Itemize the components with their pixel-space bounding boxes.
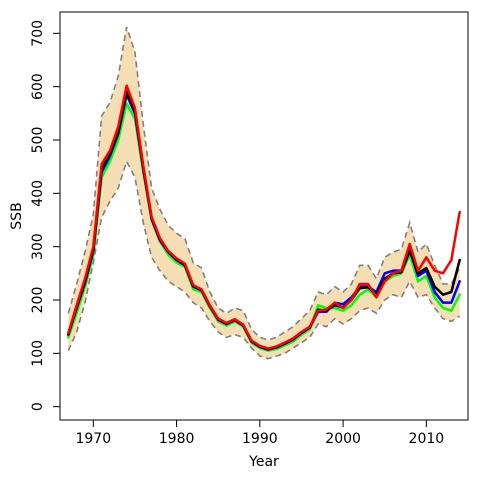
plot-frame <box>59 11 469 421</box>
y-axis-title: SSB <box>9 202 25 229</box>
series-lines <box>67 84 461 352</box>
series-line-4 <box>67 84 461 350</box>
x-tick-label: 2000 <box>325 431 361 447</box>
y-tick-label: 500 <box>30 127 46 154</box>
y-tick-label: 200 <box>30 287 46 314</box>
x-tick-label: 2010 <box>409 431 445 447</box>
x-axis: 1970 1980 1990 2000 2010 <box>75 420 444 447</box>
y-tick-label: 300 <box>30 233 46 260</box>
y-axis: 0 100 200 300 400 500 600 700 <box>30 20 60 411</box>
x-axis-title: Year <box>248 454 279 470</box>
y-tick-label: 700 <box>30 20 46 47</box>
band-upper-edge <box>67 26 461 341</box>
x-tick-label: 1970 <box>75 431 111 447</box>
y-tick-label: 600 <box>30 73 46 100</box>
band-fill <box>68 26 460 359</box>
band-lower-edge <box>67 159 461 360</box>
y-tick-label: 100 <box>30 340 46 367</box>
y-tick-label: 0 <box>30 402 46 411</box>
x-tick-label: 1980 <box>159 431 195 447</box>
y-tick-label: 400 <box>30 180 46 207</box>
confidence-band <box>67 26 461 360</box>
x-tick-label: 1990 <box>242 431 278 447</box>
